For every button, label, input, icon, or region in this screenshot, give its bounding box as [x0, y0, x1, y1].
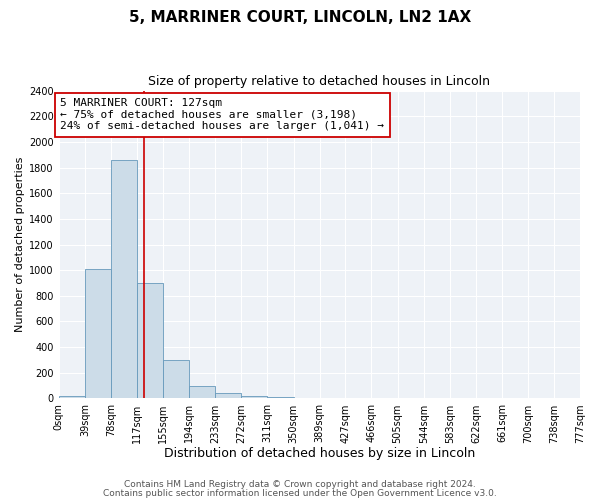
- Bar: [85, 269, 111, 398]
- Text: 5, MARRINER COURT, LINCOLN, LN2 1AX: 5, MARRINER COURT, LINCOLN, LN2 1AX: [129, 10, 471, 25]
- Bar: [111, 160, 137, 398]
- X-axis label: Distribution of detached houses by size in Lincoln: Distribution of detached houses by size …: [164, 447, 475, 460]
- Bar: [137, 283, 163, 399]
- Bar: [268, 397, 293, 398]
- Bar: [59, 396, 85, 398]
- Text: Contains HM Land Registry data © Crown copyright and database right 2024.: Contains HM Land Registry data © Crown c…: [124, 480, 476, 489]
- Text: 5 MARRINER COURT: 127sqm
← 75% of detached houses are smaller (3,198)
24% of sem: 5 MARRINER COURT: 127sqm ← 75% of detach…: [60, 98, 384, 132]
- Bar: [163, 360, 189, 399]
- Bar: [215, 392, 241, 398]
- Bar: [189, 386, 215, 398]
- Title: Size of property relative to detached houses in Lincoln: Size of property relative to detached ho…: [148, 75, 490, 88]
- Y-axis label: Number of detached properties: Number of detached properties: [15, 157, 25, 332]
- Bar: [241, 396, 268, 398]
- Text: Contains public sector information licensed under the Open Government Licence v3: Contains public sector information licen…: [103, 489, 497, 498]
